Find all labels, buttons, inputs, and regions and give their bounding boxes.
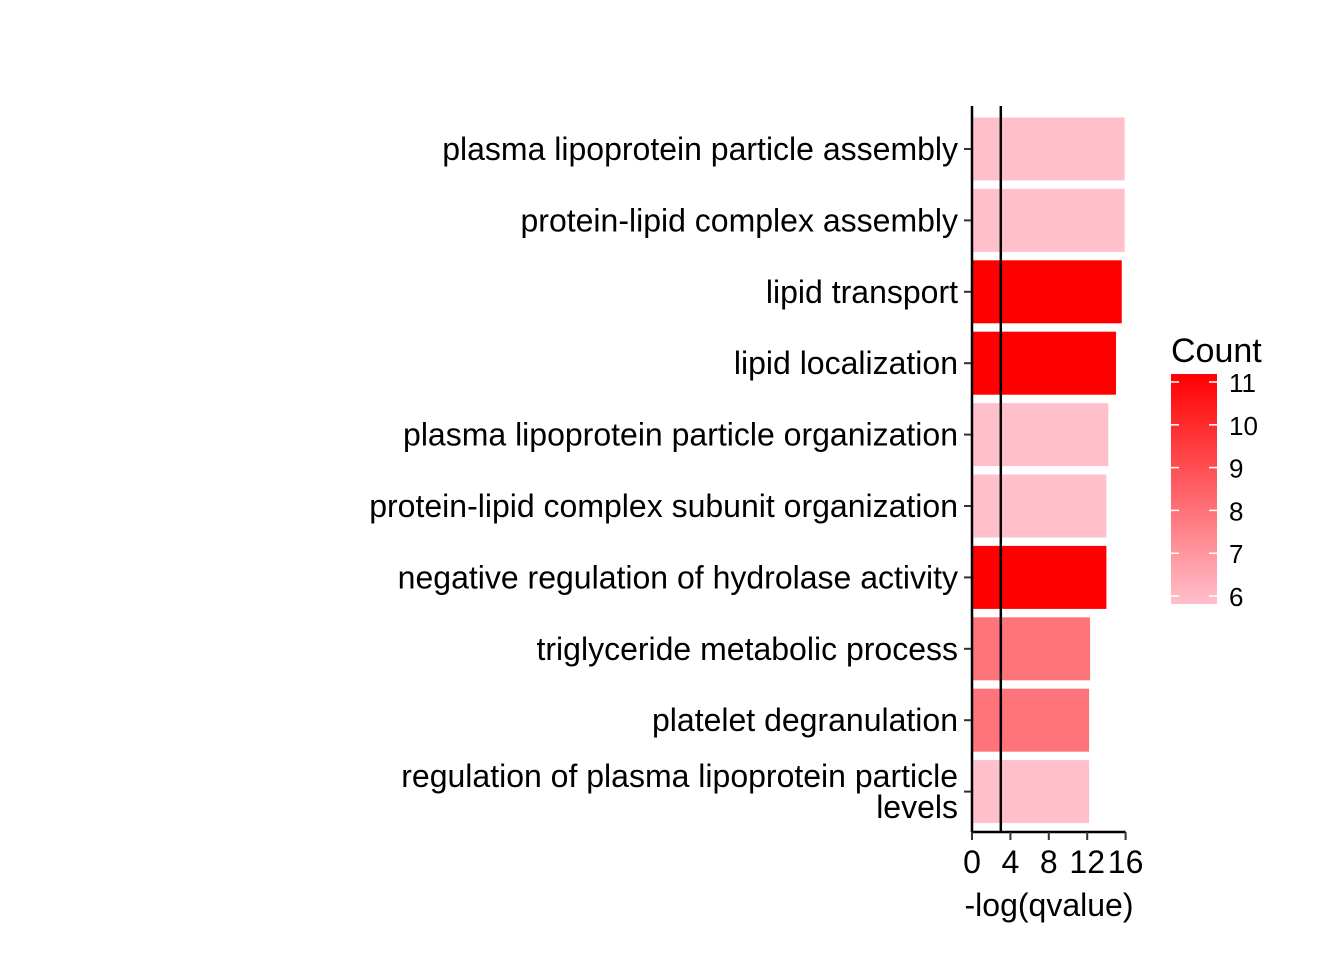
bar	[972, 545, 1107, 609]
x-tick-label: 4	[1002, 844, 1020, 880]
y-tick-label: regulation of plasma lipoprotein particl…	[401, 758, 958, 794]
x-tick-label: 16	[1108, 844, 1144, 880]
bars-layer	[972, 117, 1125, 824]
bar	[972, 617, 1091, 681]
y-tick-label: protein-lipid complex subunit organizati…	[369, 488, 958, 524]
legend-label: 8	[1229, 496, 1243, 526]
y-tick-label: protein-lipid complex assembly	[520, 202, 958, 238]
bar	[972, 688, 1090, 752]
y-tick-label: levels	[876, 789, 958, 825]
x-tick-label: 12	[1069, 844, 1105, 880]
bar	[972, 403, 1109, 467]
bar	[972, 760, 1090, 824]
y-tick-label: lipid transport	[766, 274, 958, 310]
y-tick-label: negative regulation of hydrolase activit…	[398, 559, 958, 595]
y-tick-label: lipid localization	[734, 345, 958, 381]
legend-label: 10	[1229, 411, 1258, 441]
legend-label: 6	[1229, 582, 1243, 612]
legend-label: 9	[1229, 454, 1243, 484]
y-tick-label: triglyceride metabolic process	[537, 631, 959, 667]
y-axis: plasma lipoprotein particle assembly prot…	[369, 106, 974, 832]
bar	[972, 331, 1116, 395]
y-tick-label: platelet degranulation	[652, 702, 958, 738]
x-axis: 0 4 8 12 16	[963, 830, 1144, 880]
bar	[972, 117, 1125, 181]
bar	[972, 260, 1122, 324]
legend-title: Count	[1171, 332, 1262, 370]
legend-colorbar	[1171, 374, 1217, 604]
y-tick-label: plasma lipoprotein particle assembly	[442, 131, 958, 167]
count-legend: Count 11 10 9 8 7 6	[1171, 332, 1262, 612]
bar	[972, 474, 1107, 538]
x-tick-label: 8	[1040, 844, 1058, 880]
legend-label: 7	[1229, 539, 1243, 569]
legend-label: 11	[1229, 368, 1256, 398]
x-tick-label: 0	[963, 844, 981, 880]
x-axis-title: -log(qvalue)	[965, 887, 1134, 923]
y-tick-label: plasma lipoprotein particle organization	[403, 417, 958, 453]
bar	[972, 188, 1125, 252]
